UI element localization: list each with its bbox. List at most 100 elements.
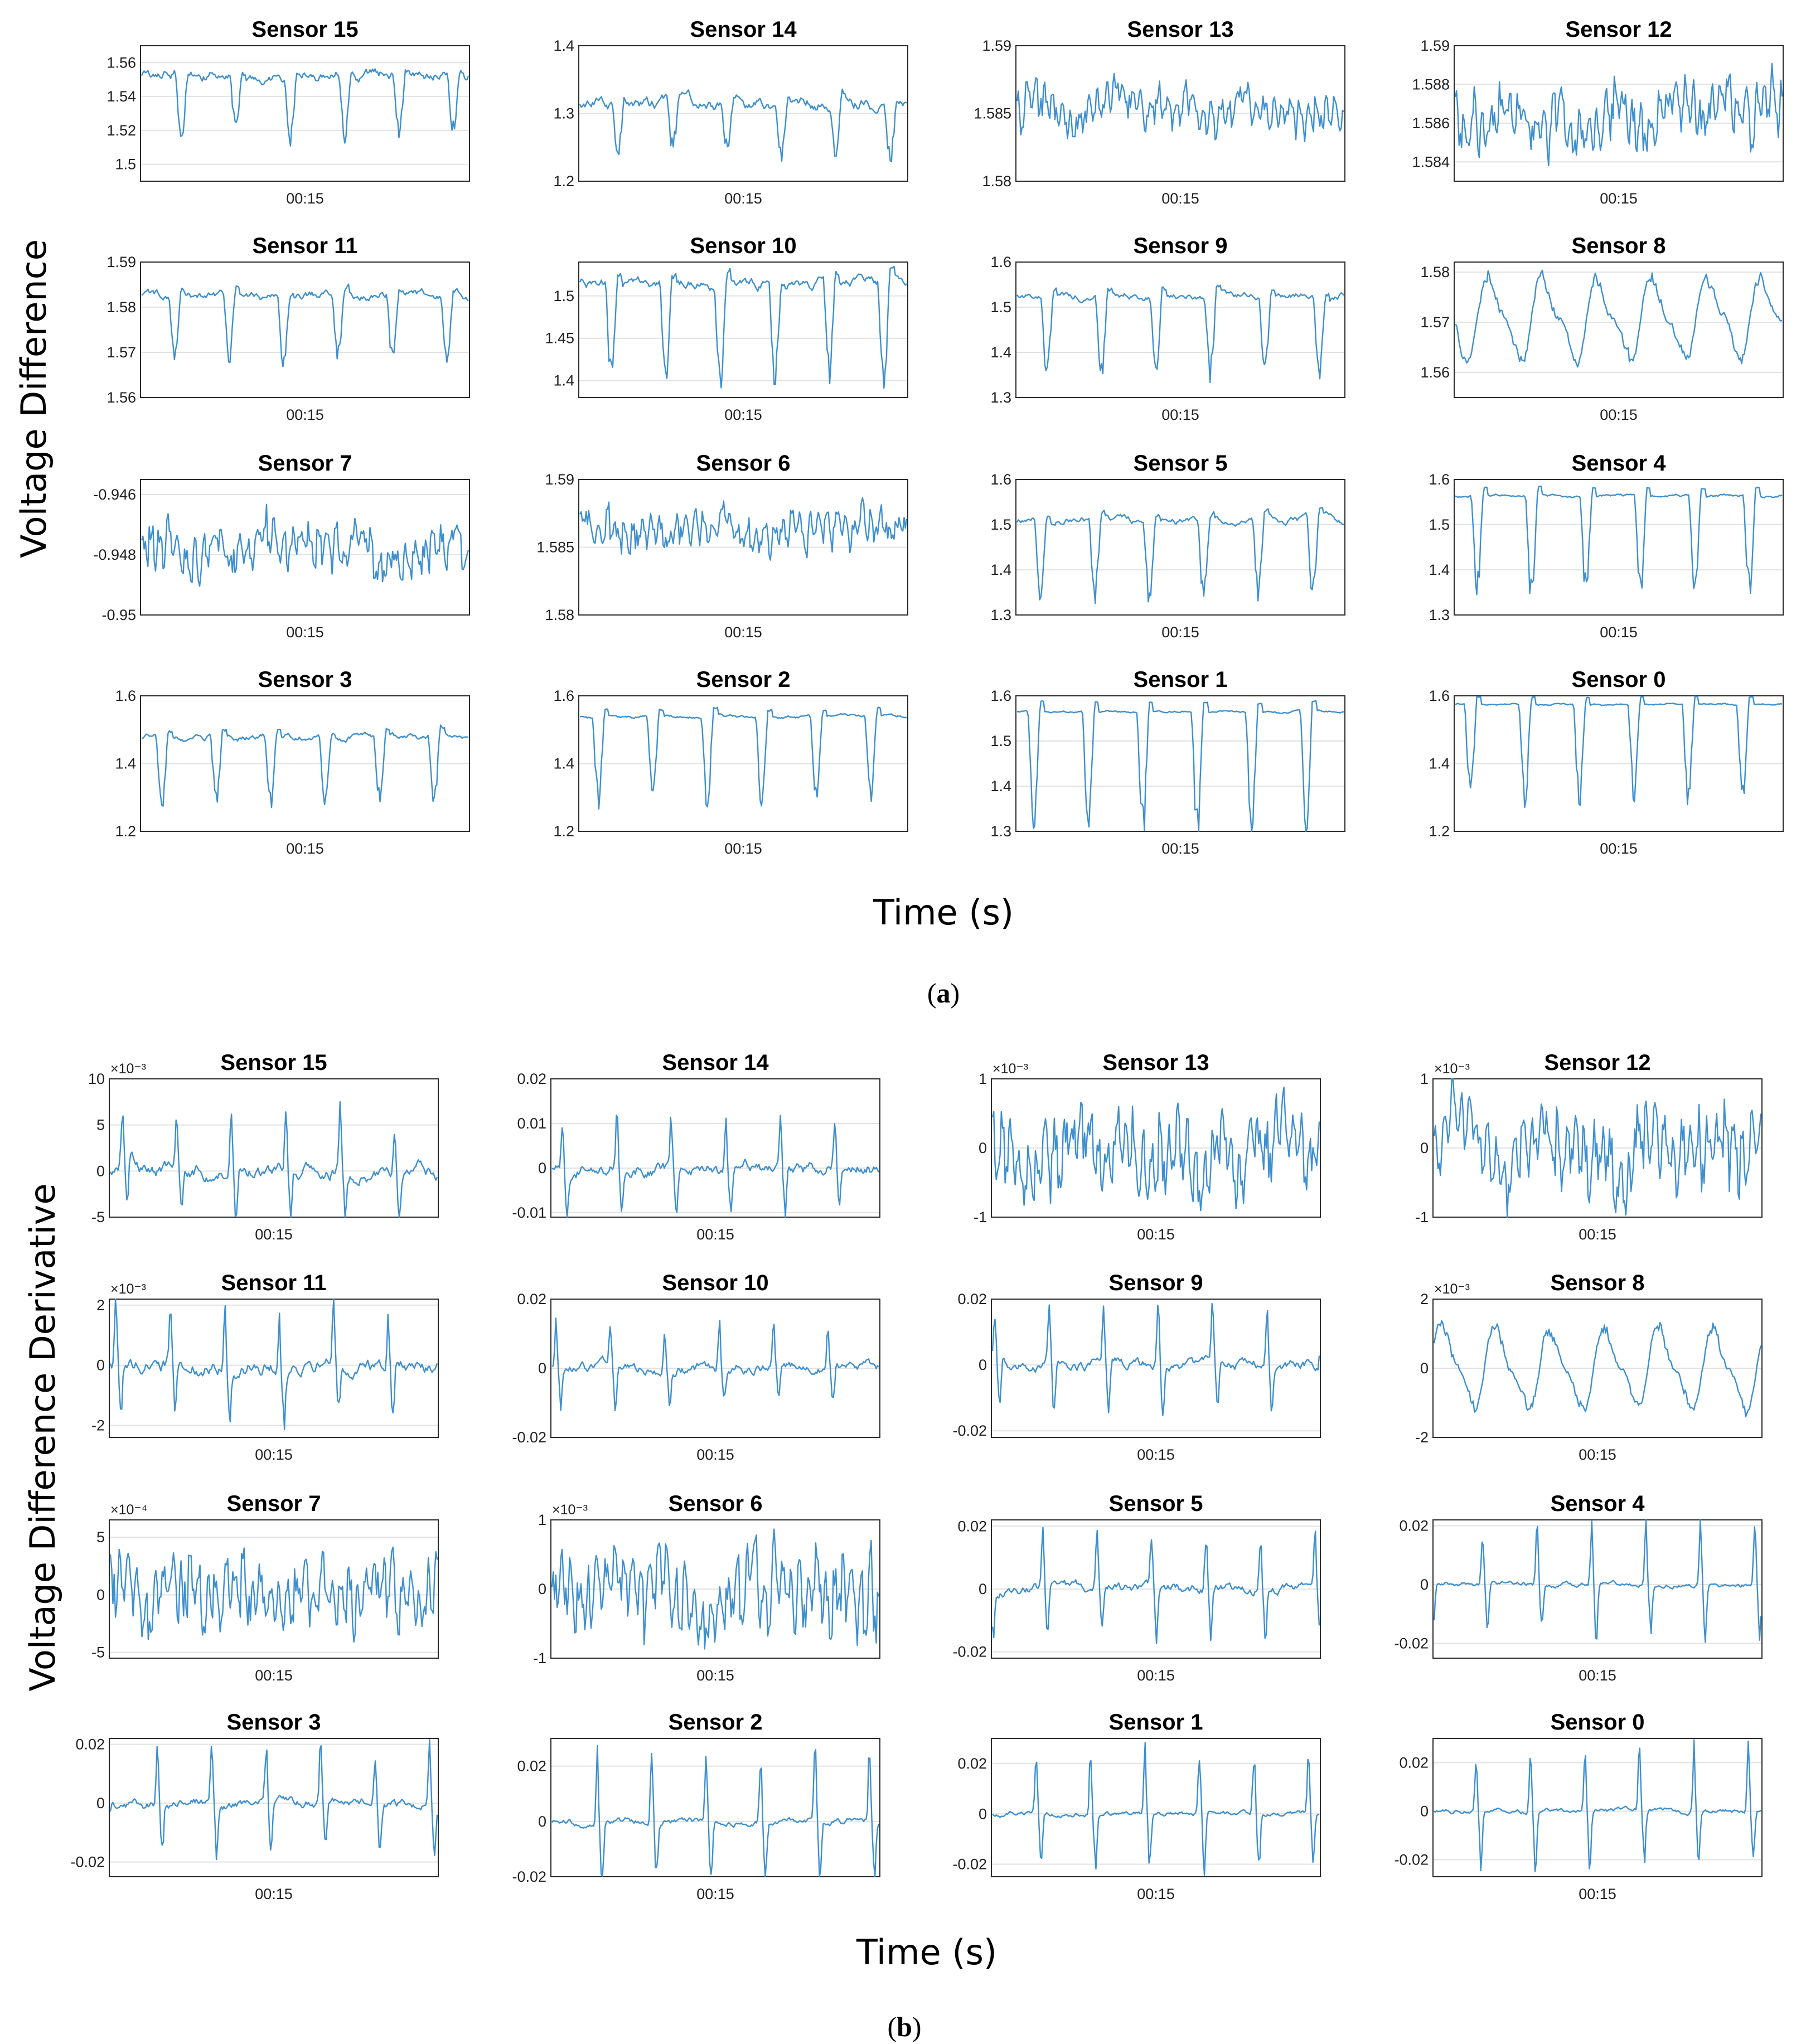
y-tick-label: 0: [96, 1163, 105, 1179]
y-tick-label: 1.2: [1429, 823, 1450, 840]
y-tick-label: 0.01: [517, 1115, 546, 1132]
series-line: [1455, 269, 1783, 368]
y-tick-label: 1.6: [553, 687, 574, 704]
subplot-b-sensor-10: -0.02 0 0.02 Sensor 10 00:15: [512, 1271, 880, 1463]
x-tick-label: 00:15: [286, 840, 324, 857]
axis-multiplier: ×10⁻³: [552, 1502, 588, 1518]
subplot-a-sensor-6: 1.58 1.585 1.59 Sensor 6 00:15: [536, 451, 908, 641]
y-tick-label: 1.2: [115, 823, 136, 840]
y-tick-label: 1.588: [1412, 76, 1450, 93]
subplot-title: Sensor 7: [227, 1491, 321, 1516]
panel-a-caption-label: a: [937, 977, 951, 1009]
x-tick-label: 00:15: [255, 1667, 293, 1684]
series-line: [551, 1115, 880, 1218]
subplot-a-sensor-13: 1.58 1.585 1.59 Sensor 13 00:15: [974, 17, 1345, 207]
y-tick-label: 1: [538, 1512, 546, 1528]
y-tick-label: 1.58: [545, 607, 574, 623]
subplot-a-sensor-5: 1.3 1.4 1.5 1.6 Sensor 5 00:15: [990, 451, 1345, 641]
subplot-title: Sensor 15: [220, 1050, 327, 1075]
subplot-b-sensor-0: -0.02 0 0.02 Sensor 0 00:15: [1394, 1710, 1763, 1902]
y-tick-label: 0.02: [517, 1758, 546, 1775]
plot-area: [550, 1738, 880, 1877]
y-tick-label: -1: [533, 1650, 546, 1667]
subplot-b-sensor-5: -0.02 0 0.02 Sensor 5 00:15: [952, 1491, 1321, 1684]
x-tick-label: 00:15: [255, 1226, 293, 1243]
y-tick-label: 1.3: [553, 105, 574, 122]
panel-a-caption: (a): [927, 977, 960, 1009]
y-tick-label: -0.02: [70, 1854, 105, 1871]
y-tick-label: 1.584: [1412, 153, 1450, 170]
subplot-a-sensor-0: 1.2 1.4 1.6 Sensor 0 00:15: [1429, 667, 1784, 857]
series-line: [579, 706, 907, 810]
subplot-title: Sensor 13: [1127, 17, 1233, 42]
x-tick-label: 00:15: [1579, 1886, 1616, 1902]
series-line: [1016, 72, 1344, 143]
y-tick-label: 1.59: [545, 471, 574, 488]
subplot-b-sensor-7: -5 0 5 ×10⁻⁴ Sensor 7 00:15: [91, 1491, 439, 1684]
subplot-title: Sensor 8: [1572, 234, 1666, 258]
series-line: [991, 1302, 1320, 1416]
y-tick-label: 0: [1420, 1803, 1429, 1820]
y-tick-label: 1.45: [545, 330, 574, 347]
x-tick-label: 00:15: [1579, 1226, 1616, 1243]
subplot-a-sensor-1: 1.3 1.4 1.5 1.6 Sensor 1 00:15: [990, 667, 1345, 857]
subplot-title: Sensor 7: [258, 451, 352, 476]
subplot-title: Sensor 4: [1551, 1491, 1645, 1516]
series-line: [109, 1101, 438, 1218]
series-line: [109, 1298, 438, 1430]
y-tick-label: 1.4: [1429, 755, 1450, 772]
subplot-title: Sensor 12: [1565, 17, 1672, 42]
x-tick-label: 00:15: [724, 406, 762, 423]
y-tick-label: 0.02: [517, 1291, 546, 1307]
series-line: [991, 1527, 1320, 1644]
y-tick-label: 0.02: [957, 1291, 987, 1307]
y-tick-label: -0.02: [512, 1429, 546, 1446]
y-tick-label: 1.4: [1429, 561, 1450, 578]
y-tick-label: -0.01: [512, 1204, 546, 1221]
series-line: [1434, 1739, 1761, 1873]
y-tick-label: -2: [91, 1417, 105, 1433]
y-tick-label: 0: [538, 1360, 546, 1377]
subplot-b-sensor-9: -0.02 0 0.02 Sensor 9 00:15: [952, 1271, 1321, 1463]
plot-area: [1015, 479, 1345, 616]
y-tick-label: 0.02: [75, 1736, 105, 1753]
subplot-title: Sensor 0: [1551, 1710, 1645, 1735]
subplot-a-sensor-12: 1.584 1.586 1.588 1.59 Sensor 12 00:15: [1412, 17, 1784, 207]
y-tick-label: 1: [979, 1071, 987, 1087]
y-tick-label: 1.5: [115, 156, 136, 173]
subplot-a-sensor-14: 1.2 1.3 1.4 Sensor 14 00:15: [553, 17, 908, 207]
subplot-title: Sensor 2: [696, 667, 791, 692]
x-tick-label: 00:15: [724, 840, 762, 857]
subplot-title: Sensor 9: [1134, 234, 1228, 258]
plot-area: [991, 1299, 1321, 1438]
y-tick-label: 1.5: [990, 516, 1011, 533]
y-tick-label: 1.57: [106, 344, 136, 361]
y-tick-label: 0.02: [1399, 1755, 1429, 1771]
plot-area: [578, 261, 908, 398]
axis-multiplier: ×10⁻⁴: [110, 1502, 147, 1518]
subplot-title: Sensor 8: [1551, 1271, 1645, 1295]
x-tick-label: 00:15: [724, 624, 762, 641]
plot-area: [1015, 261, 1345, 398]
panel-b-caption: (b): [887, 2011, 921, 2042]
subplot-title: Sensor 10: [690, 234, 796, 258]
y-tick-label: 1.2: [553, 173, 574, 190]
subplot-b-sensor-15: -5 0 5 10 ×10⁻³ Sensor 15 00:15: [88, 1050, 439, 1243]
y-tick-label: 2: [96, 1297, 105, 1314]
subplot-a-sensor-9: 1.3 1.4 1.5 1.6 Sensor 9 00:15: [990, 234, 1345, 423]
x-tick-label: 00:15: [1600, 840, 1638, 857]
subplot-title: Sensor 1: [1134, 667, 1228, 692]
y-tick-label: 5: [96, 1117, 105, 1134]
subplot-title: Sensor 1: [1109, 1710, 1203, 1735]
y-tick-label: 1.4: [990, 344, 1011, 361]
plot-area: [991, 1738, 1321, 1877]
y-tick-label: 1.4: [115, 755, 136, 772]
series-line: [1455, 695, 1783, 808]
panel-b-caption-label: b: [897, 2011, 912, 2042]
x-tick-label: 00:15: [696, 1886, 734, 1902]
series-line: [992, 1742, 1320, 1876]
y-tick-label: 0.02: [957, 1518, 987, 1534]
plot-area: [140, 261, 470, 398]
subplot-b-sensor-2: -0.02 0 0.02 Sensor 2 00:15: [512, 1710, 880, 1902]
